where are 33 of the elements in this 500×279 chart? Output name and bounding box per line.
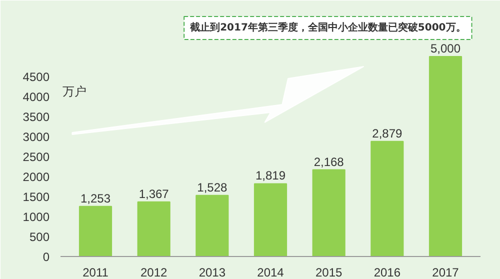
data-label: 1,367 [138,186,170,201]
bar [78,206,112,256]
y-tick-label: 1500 [22,190,50,204]
y-tick-label: 4500 [22,70,50,84]
data-label: 1,528 [197,180,228,194]
data-label: 2,879 [372,126,403,140]
y-tick-label: 1000 [22,210,50,224]
data-label: 1,253 [80,191,111,206]
y-axis-title: 万户 [62,84,86,98]
y-tick-label: 0 [42,250,50,264]
x-tick-label: 2016 [374,266,401,279]
data-label: 2,168 [314,154,344,169]
y-tick-label: 500 [29,230,50,244]
x-tick-label: 2013 [198,266,226,279]
bar [312,169,346,256]
x-tick-label: 2015 [315,266,343,279]
y-tick-label: 2500 [22,150,50,164]
data-label: 5,000 [430,42,461,56]
y-tick-label: 2000 [22,170,50,184]
y-tick-label: 4000 [22,90,50,104]
bar [196,194,229,256]
bar [137,201,170,256]
y-tick-label: 3500 [22,110,50,124]
x-tick-label: 2011 [82,266,109,279]
bar [428,56,462,256]
bar [370,140,404,256]
y-tick-label: 3000 [22,130,50,144]
annotation: 截止到2017年第三季度，全国中小企业数量已突破5000万。 [189,22,466,34]
x-tick-label: 2017 [432,266,460,279]
x-tick-label: 2014 [257,266,284,279]
x-tick-label: 2012 [140,266,168,279]
data-label: 1,819 [255,168,286,183]
bar [254,183,288,256]
